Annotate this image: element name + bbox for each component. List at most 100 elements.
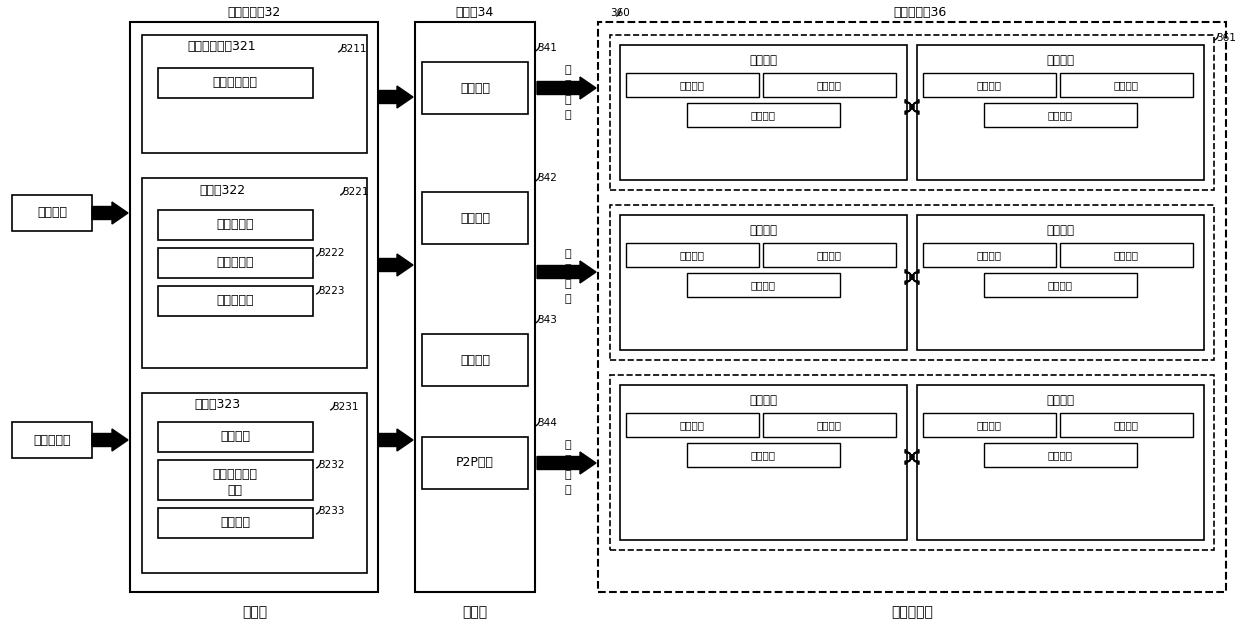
- Bar: [157, 422, 312, 452]
- Text: 数据区块: 数据区块: [1048, 450, 1073, 460]
- Text: 电子票据流转: 电子票据流转: [212, 469, 258, 481]
- Bar: [626, 243, 759, 267]
- Bar: [620, 45, 906, 180]
- Text: 私有云323: 私有云323: [193, 399, 241, 411]
- FancyArrow shape: [910, 270, 919, 285]
- FancyArrow shape: [905, 270, 914, 285]
- Text: 共识节点: 共识节点: [1047, 54, 1074, 67]
- FancyArrow shape: [537, 261, 596, 283]
- Bar: [12, 195, 92, 231]
- Text: 3222: 3222: [317, 248, 345, 258]
- Text: 高速缓存: 高速缓存: [816, 80, 842, 90]
- Bar: [763, 243, 897, 267]
- Text: 证书缓存: 证书缓存: [460, 212, 490, 224]
- Text: 数据区块: 数据区块: [750, 110, 775, 120]
- Bar: [157, 68, 312, 98]
- Bar: [985, 273, 1137, 297]
- Bar: [157, 248, 312, 278]
- Bar: [1060, 73, 1193, 97]
- Text: 341: 341: [537, 43, 557, 53]
- Text: 权限合约: 权限合约: [680, 80, 704, 90]
- Text: 权限合约: 权限合约: [680, 420, 704, 430]
- Text: 子: 子: [564, 249, 572, 259]
- Text: 权限合约: 权限合约: [977, 80, 1002, 90]
- Text: 核心共识层: 核心共识层: [892, 605, 932, 619]
- Bar: [610, 205, 1214, 360]
- Text: 路由服务: 路由服务: [460, 353, 490, 367]
- Text: 高速缓存: 高速缓存: [1114, 420, 1138, 430]
- Bar: [610, 35, 1214, 190]
- Text: 数据区块: 数据区块: [750, 280, 775, 290]
- Text: 终端: 终端: [227, 483, 243, 496]
- Bar: [918, 385, 1204, 540]
- Bar: [157, 210, 312, 240]
- Text: 3223: 3223: [317, 286, 345, 296]
- FancyArrow shape: [910, 100, 919, 115]
- Text: 共识节点: 共识节点: [749, 54, 777, 67]
- Text: 子: 子: [564, 65, 572, 75]
- FancyArrow shape: [905, 449, 914, 464]
- Text: 3232: 3232: [317, 460, 345, 470]
- Text: 3233: 3233: [317, 506, 345, 516]
- Bar: [12, 422, 92, 458]
- Bar: [626, 73, 759, 97]
- Bar: [985, 103, 1137, 127]
- Text: 权限合约: 权限合约: [977, 250, 1002, 260]
- FancyArrow shape: [378, 429, 413, 451]
- Bar: [626, 413, 759, 437]
- FancyArrow shape: [910, 449, 919, 464]
- Text: 路由层: 路由层: [463, 605, 487, 619]
- Text: 块: 块: [564, 470, 572, 480]
- FancyArrow shape: [537, 77, 596, 99]
- Text: 专用终端: 专用终端: [219, 517, 250, 529]
- FancyArrow shape: [378, 86, 413, 108]
- Text: 监管机构专网321: 监管机构专网321: [187, 40, 257, 54]
- FancyArrow shape: [378, 254, 413, 276]
- Text: 报税方终端: 报税方终端: [216, 294, 254, 307]
- Bar: [422, 192, 528, 244]
- Text: 共识节点: 共识节点: [1047, 224, 1074, 236]
- Text: 342: 342: [537, 173, 557, 183]
- Text: 数据区块: 数据区块: [1048, 280, 1073, 290]
- Text: 子: 子: [564, 440, 572, 450]
- Text: P2P服务: P2P服务: [456, 457, 494, 469]
- Bar: [143, 393, 367, 573]
- Text: 共识子网络36: 共识子网络36: [893, 6, 946, 20]
- Bar: [620, 385, 906, 540]
- Text: 高速缓存: 高速缓存: [1114, 80, 1138, 90]
- Text: 360: 360: [610, 8, 630, 18]
- Text: 共识节点: 共识节点: [1047, 394, 1074, 406]
- Bar: [143, 35, 367, 153]
- Bar: [687, 273, 839, 297]
- Bar: [157, 286, 312, 316]
- Text: 高速缓存: 高速缓存: [816, 420, 842, 430]
- Text: 361: 361: [1216, 33, 1236, 43]
- Text: 343: 343: [537, 315, 557, 325]
- Text: 高速缓存: 高速缓存: [816, 250, 842, 260]
- Bar: [985, 443, 1137, 467]
- Bar: [598, 22, 1226, 592]
- FancyArrow shape: [92, 202, 128, 224]
- Bar: [763, 413, 897, 437]
- Text: 344: 344: [537, 418, 557, 428]
- Text: 路由层34: 路由层34: [456, 6, 494, 20]
- Bar: [687, 103, 839, 127]
- Text: 块: 块: [564, 279, 572, 289]
- Bar: [422, 62, 528, 114]
- Text: 区: 区: [564, 264, 572, 274]
- Text: 块: 块: [564, 95, 572, 105]
- Text: 报销方终端: 报销方终端: [216, 256, 254, 270]
- Text: 链: 链: [564, 485, 572, 495]
- Bar: [157, 508, 312, 538]
- FancyArrow shape: [92, 429, 128, 451]
- Text: 3231: 3231: [332, 402, 358, 412]
- Text: 企业终端: 企业终端: [37, 207, 67, 219]
- Bar: [157, 460, 312, 500]
- Text: 3221: 3221: [342, 187, 368, 197]
- Text: 业务子网络32: 业务子网络32: [227, 6, 280, 20]
- Bar: [763, 73, 897, 97]
- Text: 共识节点: 共识节点: [749, 224, 777, 236]
- Text: 区: 区: [564, 455, 572, 465]
- Bar: [143, 178, 367, 368]
- Text: 业务层: 业务层: [243, 605, 268, 619]
